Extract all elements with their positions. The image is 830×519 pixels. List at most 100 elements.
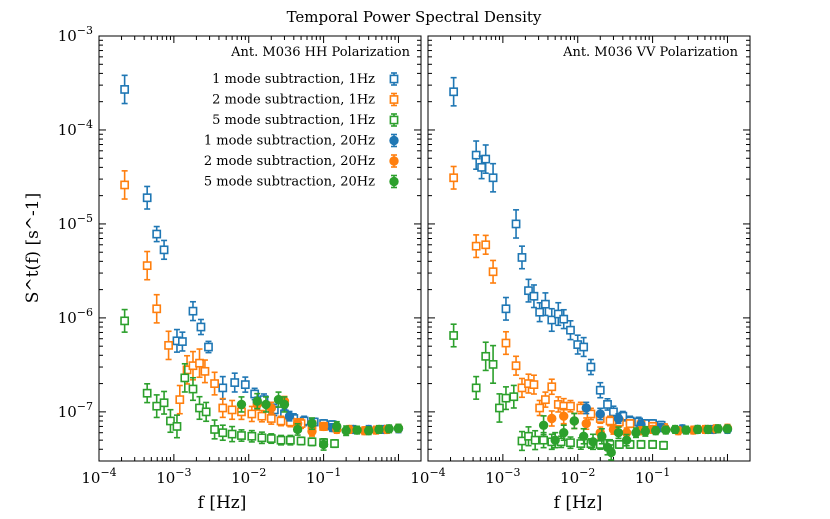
data-point [164,340,173,350]
data-point [495,403,504,413]
data-point [547,413,557,424]
data-point [237,431,246,440]
data-point [566,325,575,335]
data-point [692,424,703,435]
data-point [511,219,521,229]
data-point [200,366,210,376]
legend-label: 1 mode subtraction, 1Hz [212,72,375,87]
data-point [279,399,290,410]
data-point [614,440,624,449]
data-point [539,435,548,445]
data-point [227,429,237,439]
series-hh-5 [236,391,404,451]
data-point [547,315,557,325]
data-point [640,426,651,437]
data-point [276,416,286,426]
panel-vv-title: Ant. M036 VV Polarization [562,45,739,60]
data-point [541,395,550,405]
legend-marker [389,115,399,125]
data-point [363,426,374,436]
y-tick-label: 10−5 [58,212,93,233]
data-point [569,416,580,426]
data-point [713,424,723,434]
x-tick-label: 10−2 [560,466,595,487]
data-point [559,428,569,438]
data-point [597,431,607,441]
data-point [188,384,198,394]
data-point [681,425,691,435]
x-tick-label: 10−3 [485,466,520,487]
data-point [152,401,162,411]
legend-marker [389,74,399,84]
data-point [393,423,404,433]
data-point [307,437,317,447]
data-point [517,436,527,446]
data-point [449,87,459,97]
x-axis-label-vv: f [Hz] [554,493,603,513]
data-point [266,414,276,423]
series-hh-1 [120,170,339,433]
x-tick-label: 10−1 [635,466,670,487]
series-hh-2 [120,308,339,449]
data-point [538,420,549,430]
data-point [142,388,152,398]
panel-vv-series [449,76,733,461]
legend-marker [389,156,399,166]
data-point [553,309,563,319]
data-point [318,421,329,432]
data-point [177,337,187,346]
data-point [236,399,247,410]
data-point [195,358,204,368]
data-point [578,431,589,441]
data-point [535,307,545,317]
data-point [501,304,511,314]
data-point [257,411,267,421]
data-point [517,253,527,262]
legend-label: 1 mode subtraction, 20Hz [204,134,375,149]
data-point [581,418,591,429]
series-vv-5 [538,412,733,461]
data-point [240,380,250,390]
data-point [142,261,152,271]
data-point [631,428,641,438]
data-point [471,150,481,160]
data-point [120,85,130,94]
series-vv-1 [449,165,668,433]
data-point [603,400,612,409]
legend-label: 5 mode subtraction, 20Hz [204,175,375,190]
data-point [318,439,329,450]
data-point [581,403,591,413]
y-tick-label: 10−7 [58,400,93,421]
data-point [152,304,162,314]
data-point [384,424,394,434]
x-tick-label: 10−4 [410,466,445,487]
data-point [449,173,459,183]
data-point [488,359,498,369]
series-hh-0 [120,74,337,430]
panel-hh-title: Ant. M036 HH Polarization [230,45,410,60]
x-tick-labels: 10−4 10−3 10−2 10−1 10−4 10−3 10−2 10−1 [81,466,670,487]
data-point [595,385,605,395]
data-point [722,424,733,434]
data-point [247,409,257,419]
data-point [650,426,661,436]
data-point [481,154,491,164]
data-point [285,435,295,445]
data-point [120,180,130,190]
data-point [559,411,569,421]
data-point [210,379,219,388]
panel-hh-series [120,74,404,451]
data-point [196,322,206,332]
data-point [449,331,459,340]
data-point [471,383,481,393]
data-point [296,436,306,446]
data-point [330,439,339,448]
data-point [670,424,680,435]
panel-vv: Ant. M036 VV Polarization [427,35,751,462]
x-tick-label: 10−3 [156,466,191,487]
data-point [374,424,384,435]
data-point [180,373,190,383]
data-point [188,306,198,316]
data-point [261,399,271,410]
